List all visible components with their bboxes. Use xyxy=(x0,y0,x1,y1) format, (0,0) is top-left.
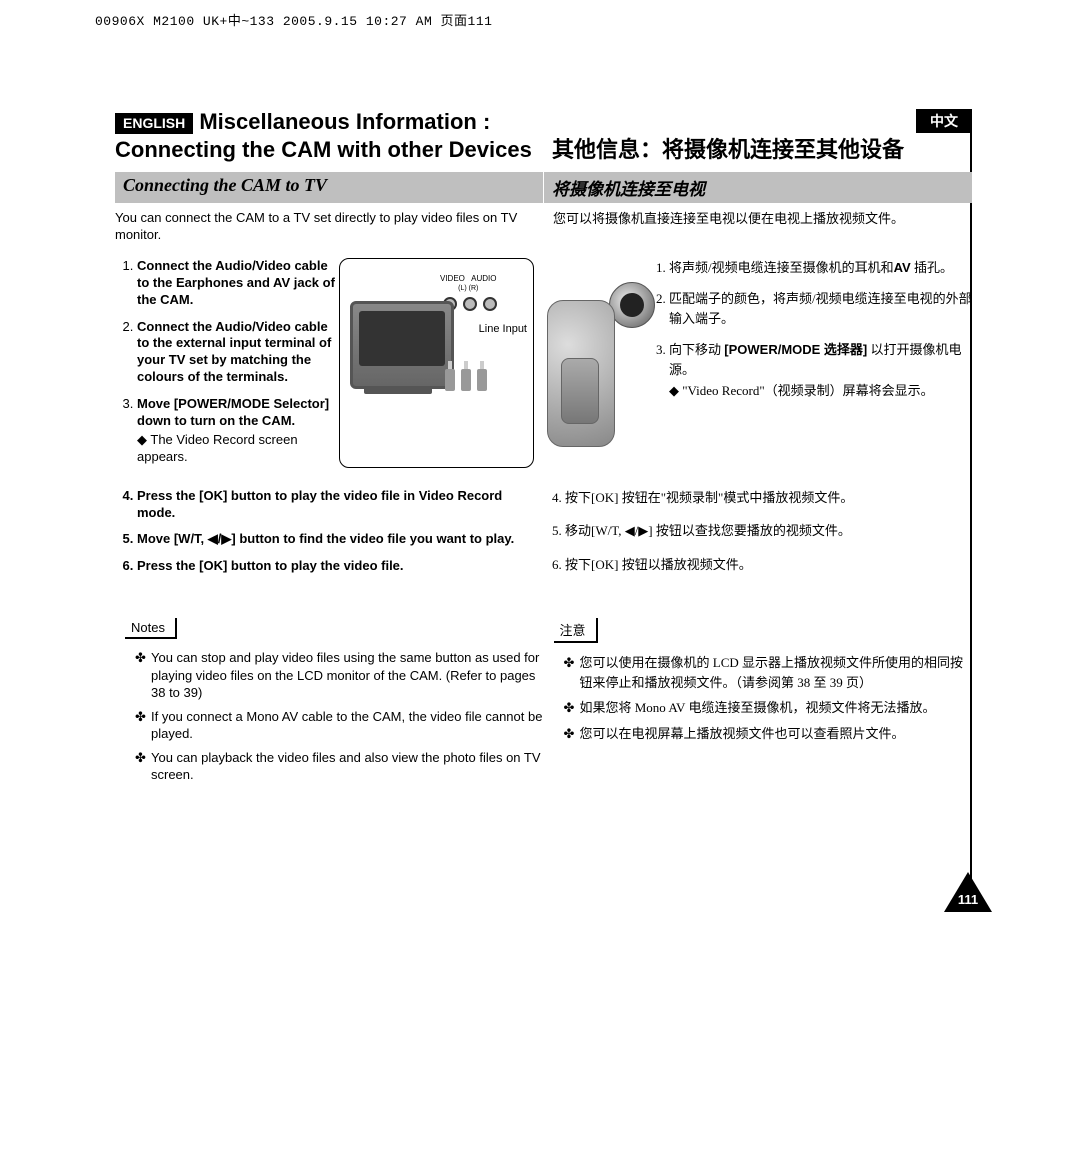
plug-row xyxy=(445,369,487,391)
tv-icon xyxy=(350,301,454,389)
lower-steps-row: Press the [OK] button to play the video … xyxy=(115,488,972,589)
header-row: ENGLISH Miscellaneous Information : Conn… xyxy=(115,109,972,164)
figure-column: VIDEO AUDIO (L) (R) Line Input xyxy=(337,258,537,476)
chinese-heading: 中文 其他信息：将摄像机连接至其他设备 xyxy=(552,109,972,163)
note-zh-2: 如果您将 Mono AV 电缆连接至摄像机，视频文件将无法播放。 xyxy=(564,698,973,718)
notes-label-zh: 注意 xyxy=(554,618,598,643)
note-zh-3: 您可以在电视屏幕上播放视频文件也可以查看照片文件。 xyxy=(564,724,973,744)
step-en-4: Press the [OK] button to play the video … xyxy=(137,488,543,522)
step-zh-6: 按下[OK] 按钮以播放视频文件。 xyxy=(565,555,972,575)
print-meta: 00906X M2100 UK+中~133 2005.9.15 10:27 AM… xyxy=(95,10,492,29)
intro-en: You can connect the CAM to a TV set dire… xyxy=(115,209,553,244)
audio-label: AUDIO xyxy=(471,274,496,283)
step-zh-3-sub: "Video Record"（视频录制）屏幕将会显示。 xyxy=(669,381,972,401)
step-zh-3: 向下移动 [POWER/MODE 选择器] 以打开摄像机电源。 "Video R… xyxy=(669,340,972,401)
steps-en-lower: Press the [OK] button to play the video … xyxy=(115,488,543,589)
steps-list-zh: 将声频/视频电缆连接至摄像机的耳机和AV 插孔。 匹配端子的颜色，将声频/视频电… xyxy=(647,258,972,401)
cam-grip-icon xyxy=(561,358,599,424)
step-en-3-sub: The Video Record screen appears. xyxy=(137,432,337,466)
step-en-3: Move [POWER/MODE Selector] down to turn … xyxy=(137,396,337,466)
step-zh-1: 将声频/视频电缆连接至摄像机的耳机和AV 插孔。 xyxy=(669,258,972,278)
steps-list-zh-cont: 按下[OK] 按钮在"视频录制"模式中播放视频文件。 移动[W/T, ◀/▶] … xyxy=(543,488,972,575)
step-en-5: Move [W/T, ◀/▶] button to find the video… xyxy=(137,531,543,548)
camcorder-illustration xyxy=(539,278,637,453)
plug-icon xyxy=(477,369,487,391)
section-title-en: Connecting the CAM to TV xyxy=(115,172,544,203)
zh-title: 其他信息：将摄像机连接至其他设备 xyxy=(552,137,972,163)
note-en-3: You can playback the video files and als… xyxy=(135,749,544,784)
section-title-zh: 将摄像机连接至电视 xyxy=(544,172,972,203)
note-zh-1: 您可以使用在摄像机的 LCD 显示器上播放视频文件所使用的相同按钮来停止和播放视… xyxy=(564,653,973,692)
notes-row: Notes You can stop and play video files … xyxy=(115,618,972,790)
jack-labels: VIDEO AUDIO (L) (R) xyxy=(440,275,496,293)
english-badge: ENGLISH xyxy=(115,113,193,134)
step-zh-2: 匹配端子的颜色，将声频/视频电缆连接至电视的外部输入端子。 xyxy=(669,289,972,328)
video-label: VIDEO xyxy=(440,274,465,283)
step-en-1: Connect the Audio/Video cable to the Ear… xyxy=(137,258,337,309)
section-bar: Connecting the CAM to TV 将摄像机连接至电视 xyxy=(115,172,972,203)
lr-label: (L) (R) xyxy=(458,285,478,292)
step-en-6: Press the [OK] button to play the video … xyxy=(137,558,543,575)
notes-zh: 注意 您可以使用在摄像机的 LCD 显示器上播放视频文件所使用的相同按钮来停止和… xyxy=(544,618,973,790)
chinese-badge: 中文 xyxy=(916,109,972,133)
line-input-label: Line Input xyxy=(479,323,527,335)
plug-icon xyxy=(461,369,471,391)
steps-zh-lower: 按下[OK] 按钮在"视频录制"模式中播放视频文件。 移动[W/T, ◀/▶] … xyxy=(543,488,972,589)
intro-zh: 您可以将摄像机直接连接至电视以便在电视上播放视频文件。 xyxy=(553,209,972,244)
page-number: 111 xyxy=(954,892,982,907)
manual-page: 00906X M2100 UK+中~133 2005.9.15 10:27 AM… xyxy=(0,0,1080,1163)
intro-row: You can connect the CAM to a TV set dire… xyxy=(115,209,972,244)
step-zh-4: 按下[OK] 按钮在"视频录制"模式中播放视频文件。 xyxy=(565,488,972,508)
connection-figure: VIDEO AUDIO (L) (R) Line Input xyxy=(339,258,534,468)
notes-en: Notes You can stop and play video files … xyxy=(115,618,544,790)
note-en-1: You can stop and play video files using … xyxy=(135,649,544,702)
jack-icon xyxy=(463,297,477,311)
steps-list-en-cont: Press the [OK] button to play the video … xyxy=(115,488,543,576)
content-area: ENGLISH Miscellaneous Information : Conn… xyxy=(115,109,972,790)
step-en-2: Connect the Audio/Video cable to the ext… xyxy=(137,319,337,387)
note-en-2: If you connect a Mono AV cable to the CA… xyxy=(135,708,544,743)
cam-lens-icon xyxy=(609,282,655,328)
notes-label-en: Notes xyxy=(125,618,177,639)
plug-icon xyxy=(445,369,455,391)
steps-en-upper: Connect the Audio/Video cable to the Ear… xyxy=(115,258,337,476)
notes-list-en: You can stop and play video files using … xyxy=(115,649,544,784)
step-zh-5: 移动[W/T, ◀/▶] 按钮以查找您要播放的视频文件。 xyxy=(565,521,972,541)
english-heading: ENGLISH Miscellaneous Information : Conn… xyxy=(115,109,535,164)
notes-list-zh: 您可以使用在摄像机的 LCD 显示器上播放视频文件所使用的相同按钮来停止和播放视… xyxy=(544,653,973,743)
en-title-line2: Connecting the CAM with other Devices xyxy=(115,137,535,163)
jack-icon xyxy=(483,297,497,311)
mid-block: Connect the Audio/Video cable to the Ear… xyxy=(115,258,972,476)
tv-base xyxy=(364,386,432,394)
en-title-line1: Miscellaneous Information : xyxy=(199,109,490,134)
steps-list-en: Connect the Audio/Video cable to the Ear… xyxy=(115,258,337,466)
